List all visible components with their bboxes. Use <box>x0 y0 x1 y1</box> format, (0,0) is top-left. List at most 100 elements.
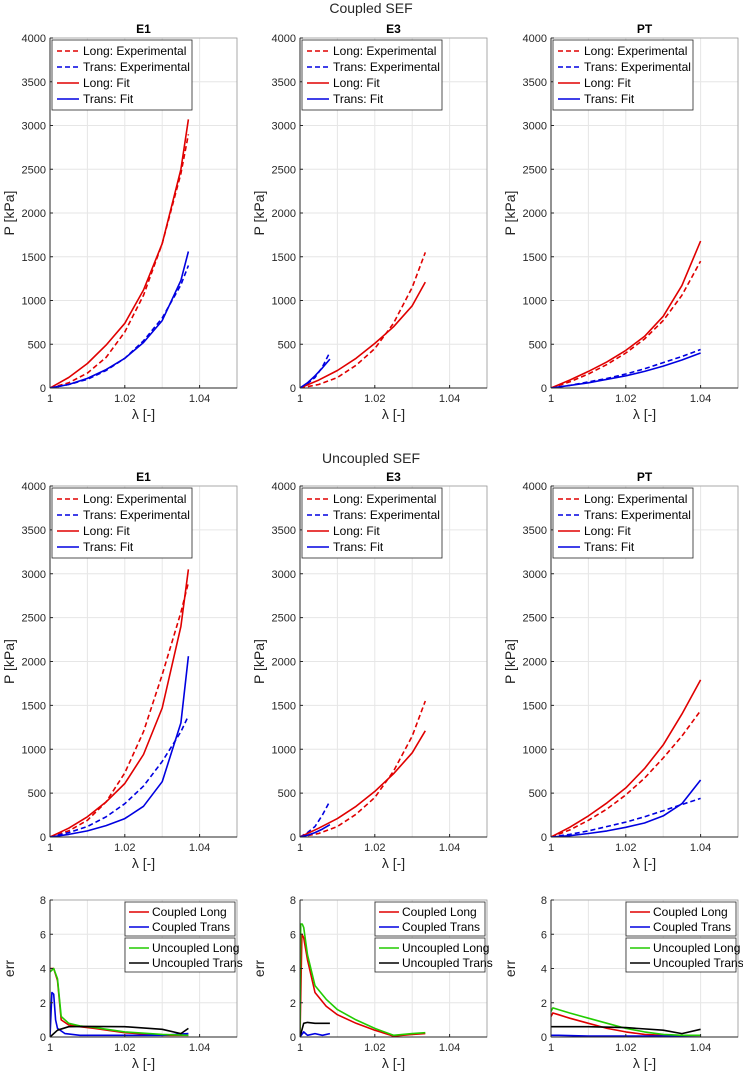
legend-label: Uncoupled Trans <box>152 956 243 970</box>
y-tick-label: 2000 <box>272 657 296 669</box>
y-tick-label: 1000 <box>272 296 296 308</box>
series-line-trans-experimental <box>300 800 331 837</box>
y-tick-label: 3000 <box>272 569 296 581</box>
y-tick-label: 4 <box>290 964 296 976</box>
x-tick-label: 1 <box>47 842 53 854</box>
y-tick-label: 1000 <box>22 744 46 756</box>
y-tick-label: 2500 <box>22 613 46 625</box>
legend-label: Long: Experimental <box>333 492 436 506</box>
legend-label: Long: Experimental <box>83 44 186 58</box>
x-tick-label: 1.02 <box>615 393 636 405</box>
y-tick-label: 500 <box>28 339 46 351</box>
x-tick-label: 1 <box>297 393 303 405</box>
series-group <box>50 967 189 1037</box>
x-tick-label: 1.04 <box>189 842 210 854</box>
chart-panel-2: 0 500 1000 1500 2000 2500 3000 3500 4000 1 1.02 1.0… <box>251 22 488 422</box>
x-tick-label: 1.02 <box>615 1042 636 1054</box>
chart-panel-1: 0 500 1000 1500 2000 2500 3000 3500 4000 1 1.02 1.0… <box>1 22 238 422</box>
y-tick-label: 4000 <box>272 33 296 45</box>
y-tick-label: 1500 <box>523 252 547 264</box>
y-tick-label: 3500 <box>22 525 46 537</box>
series-group <box>551 679 702 837</box>
chart-panel-8: 0 2 4 6 8 1 1.02 1.04 λ [-] err Coupled LongCouple… <box>251 895 493 1071</box>
x-tick-label: 1.04 <box>189 1042 210 1054</box>
legend-label: Long: Fit <box>83 76 130 90</box>
chart-panel-5: 0 500 1000 1500 2000 2500 3000 3500 4000 1 1.02 1.0… <box>251 470 488 871</box>
x-tick-label: 1.02 <box>114 393 135 405</box>
chart-title: PT <box>637 22 653 36</box>
series-line-trans-fit <box>551 352 701 388</box>
x-tick-label: 1 <box>47 1042 53 1054</box>
series-line-long-experimental <box>50 134 190 388</box>
series-line-uncoupled-trans <box>50 1025 189 1037</box>
y-tick-label: 0 <box>541 1032 547 1044</box>
series-line-trans-fit <box>300 358 331 388</box>
y-tick-label: 3000 <box>523 569 547 581</box>
y-tick-label: 2500 <box>523 164 547 176</box>
y-tick-label: 6 <box>40 929 46 941</box>
x-tick-label: 1 <box>297 1042 303 1054</box>
y-tick-label: 8 <box>541 895 547 907</box>
y-tick-label: 2000 <box>523 208 547 220</box>
y-tick-label: 0 <box>541 383 547 395</box>
legend-label: Long: Fit <box>83 524 130 538</box>
legend-label: Trans: Experimental <box>333 60 440 74</box>
legend-label: Coupled Trans <box>402 920 480 934</box>
x-axis-label: λ [-] <box>382 1055 405 1071</box>
y-tick-label: 1000 <box>523 296 547 308</box>
x-axis-label: λ [-] <box>382 855 405 871</box>
legend-box <box>625 901 737 937</box>
y-tick-label: 2 <box>40 998 46 1010</box>
series-line-trans-experimental <box>50 715 190 837</box>
chart-title: PT <box>637 470 653 484</box>
series-line-long-experimental <box>300 700 427 837</box>
series-line-long-fit <box>551 240 702 388</box>
x-tick-label: 1.04 <box>690 393 711 405</box>
legend-label: Trans: Experimental <box>83 508 190 522</box>
series-group <box>300 252 427 388</box>
legend-label: Uncoupled Trans <box>653 956 743 970</box>
legend-label: Trans: Fit <box>333 540 384 554</box>
x-tick-label: 1.02 <box>364 393 385 405</box>
y-tick-label: 1500 <box>272 700 296 712</box>
series-line-coupled-trans <box>551 1034 701 1037</box>
series-line-long-experimental <box>551 260 702 388</box>
y-tick-label: 2500 <box>523 613 547 625</box>
y-axis-label: err <box>1 960 17 977</box>
y-tick-label: 500 <box>28 788 46 800</box>
series-group <box>551 240 702 388</box>
y-tick-label: 0 <box>40 383 46 395</box>
series-group <box>551 1007 701 1037</box>
series-line-trans-fit <box>50 251 190 388</box>
section-title-uncoupled: Uncoupled SEF <box>322 450 420 466</box>
y-tick-label: 4000 <box>523 481 547 493</box>
legend-label: Long: Fit <box>333 76 380 90</box>
series-line-uncoupled-trans <box>300 1021 330 1037</box>
y-tick-label: 4000 <box>272 481 296 493</box>
y-tick-label: 1500 <box>22 252 46 264</box>
y-axis-label: P [kPa] <box>1 191 17 236</box>
series-line-long-fit <box>50 569 190 837</box>
y-tick-label: 6 <box>541 929 547 941</box>
y-tick-label: 2000 <box>523 657 547 669</box>
legend-label: Trans: Fit <box>83 92 134 106</box>
y-tick-label: 2000 <box>22 208 46 220</box>
legend-label: Trans: Fit <box>584 540 635 554</box>
chart-panel-4: 0 500 1000 1500 2000 2500 3000 3500 4000 1 1.02 1.0… <box>1 470 238 871</box>
section-title-coupled: Coupled SEF <box>329 0 412 16</box>
legend-label: Trans: Experimental <box>584 508 691 522</box>
y-tick-label: 2500 <box>272 164 296 176</box>
x-tick-label: 1.04 <box>690 1042 711 1054</box>
series-line-uncoupled-trans <box>551 1025 701 1035</box>
legend-label: Coupled Trans <box>152 920 230 934</box>
x-axis-label: λ [-] <box>132 1055 155 1071</box>
series-line-coupled-trans <box>300 1031 331 1037</box>
legend-label: Long: Experimental <box>333 44 436 58</box>
y-tick-label: 3000 <box>523 121 547 133</box>
y-axis-label: P [kPa] <box>502 639 518 684</box>
y-tick-label: 3500 <box>272 77 296 89</box>
y-axis-label: err <box>502 960 518 977</box>
y-tick-label: 2500 <box>22 164 46 176</box>
series-line-uncoupled-long <box>50 967 189 1037</box>
